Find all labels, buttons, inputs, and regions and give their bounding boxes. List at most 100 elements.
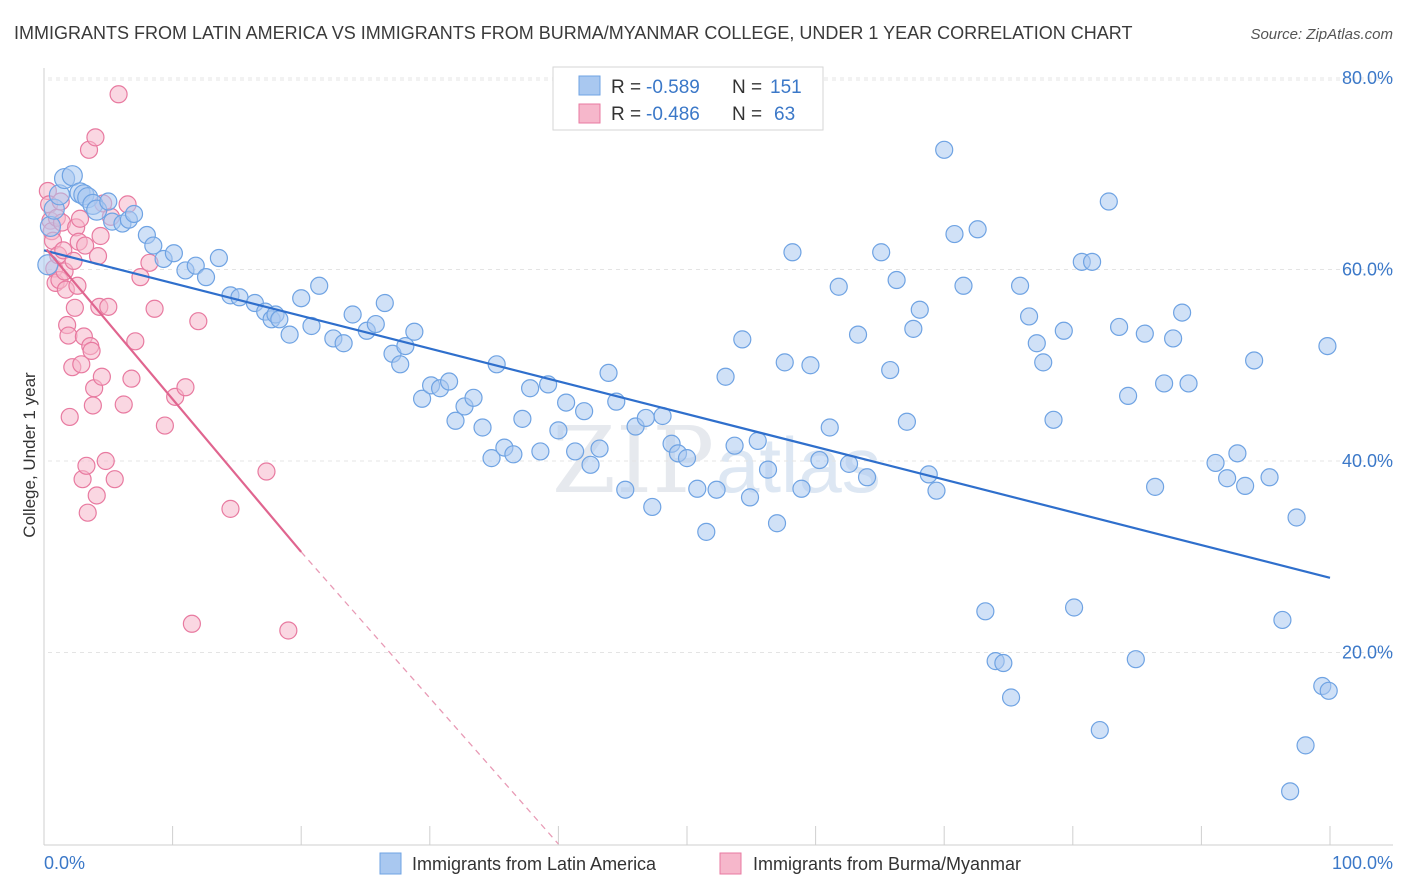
point-latin-america-62 [557, 393, 576, 412]
point-latin-america-57 [513, 409, 532, 428]
point-burma-myanmar-17 [60, 407, 79, 427]
point-latin-america-42 [391, 355, 410, 374]
point-latin-america-45 [412, 389, 432, 408]
point-burma-myanmar-20 [65, 298, 84, 317]
point-latin-america-36 [334, 334, 353, 353]
y-tick-labels: 20.0% 40.0% 60.0% 80.0% [1342, 68, 1393, 663]
y-tick-label-80: 80.0% [1342, 68, 1393, 88]
point-latin-america-92 [820, 418, 839, 437]
legend-r-value-1: -0.589 [646, 77, 700, 98]
point-latin-america-89 [792, 479, 811, 498]
point-latin-america-139 [1273, 610, 1292, 630]
point-latin-america-19 [164, 244, 183, 263]
point-latin-america-11 [99, 192, 118, 211]
point-latin-america-59 [531, 442, 550, 461]
series-burma-myanmar [38, 85, 298, 640]
point-latin-america-135 [1228, 444, 1247, 463]
point-latin-america-145 [1319, 681, 1338, 700]
point-latin-america-1 [39, 215, 62, 238]
legend-bottom-swatch-pink [719, 852, 742, 875]
point-latin-america-122 [1090, 720, 1109, 740]
point-latin-america-128 [1146, 477, 1165, 496]
point-latin-america-133 [1206, 453, 1225, 473]
point-burma-myanmar-54 [145, 299, 164, 318]
point-burma-myanmar-37 [87, 486, 106, 505]
point-burma-myanmar-50 [122, 369, 141, 388]
point-burma-myanmar-55 [155, 416, 174, 435]
series-latin-america [37, 140, 1338, 801]
point-burma-myanmar-30 [78, 503, 97, 522]
point-latin-america-98 [881, 360, 900, 380]
point-latin-america-136 [1236, 476, 1255, 495]
trendlines [43, 248, 1331, 845]
point-latin-america-129 [1155, 374, 1174, 393]
point-latin-america-99 [887, 270, 906, 290]
point-latin-america-104 [927, 481, 946, 500]
point-latin-america-112 [1001, 688, 1021, 707]
point-latin-america-48 [439, 372, 459, 391]
point-burma-myanmar-43 [96, 451, 115, 471]
point-latin-america-25 [230, 288, 249, 307]
point-latin-america-114 [1019, 307, 1039, 326]
point-burma-myanmar-62 [182, 614, 201, 633]
point-burma-myanmar-44 [99, 297, 118, 316]
point-latin-america-140 [1281, 782, 1300, 801]
point-latin-america-32 [292, 289, 311, 308]
legend-bottom-label-burma-myanmar: Immigrants from Burma/Myanmar [753, 854, 1021, 874]
point-latin-america-0 [37, 254, 59, 276]
point-latin-america-37 [343, 305, 362, 324]
point-latin-america-115 [1027, 334, 1046, 353]
point-burma-myanmar-34 [83, 396, 102, 415]
point-latin-america-124 [1109, 317, 1129, 337]
point-latin-america-118 [1054, 321, 1073, 340]
point-burma-myanmar-36 [86, 128, 105, 147]
point-latin-america-105 [935, 140, 954, 159]
point-burma-myanmar-60 [257, 462, 276, 481]
point-latin-america-107 [954, 276, 973, 295]
point-latin-america-51 [464, 388, 483, 407]
trendline-burma-myanmar [45, 248, 303, 553]
point-burma-myanmar-48 [114, 395, 133, 414]
y-axis-title: College, Under 1 year [20, 372, 39, 538]
point-burma-myanmar-57 [176, 378, 195, 397]
trendline-latin-america [43, 249, 1331, 579]
point-latin-america-102 [910, 300, 929, 319]
chart-title: IMMIGRANTS FROM LATIN AMERICA VS IMMIGRA… [14, 23, 1132, 43]
point-latin-america-100 [897, 412, 917, 431]
point-latin-america-117 [1044, 410, 1063, 429]
point-burma-myanmar-24 [70, 209, 90, 228]
point-burma-myanmar-41 [92, 367, 111, 386]
point-latin-america-93 [829, 277, 848, 296]
x-tick-label-max: 100.0% [1332, 853, 1393, 873]
point-latin-america-113 [1010, 276, 1030, 295]
point-latin-america-39 [366, 314, 385, 334]
point-latin-america-34 [310, 276, 329, 295]
point-latin-america-71 [636, 408, 655, 428]
point-latin-america-108 [968, 220, 987, 239]
legend-r-label-2: R = [611, 104, 641, 125]
gridlines [48, 77, 1393, 653]
point-latin-america-17 [144, 236, 163, 255]
legend-bottom-swatch-blue [379, 852, 402, 875]
point-latin-america-141 [1287, 508, 1306, 527]
point-latin-america-90 [801, 356, 820, 375]
point-burma-myanmar-58 [189, 312, 208, 331]
point-latin-america-31 [280, 325, 299, 344]
legend-r-value-2: -0.486 [646, 104, 700, 125]
point-burma-myanmar-59 [221, 499, 240, 518]
legend-n-label-2: N = [732, 104, 762, 125]
point-latin-america-109 [976, 602, 995, 621]
point-latin-america-40 [375, 293, 394, 313]
legend-swatch-pink [578, 103, 601, 124]
y-tick-label-20: 20.0% [1342, 643, 1393, 663]
point-latin-america-121 [1082, 252, 1102, 271]
point-burma-myanmar-61 [279, 621, 298, 640]
legend-n-label-1: N = [732, 77, 762, 98]
point-latin-america-23 [209, 248, 228, 268]
point-latin-america-15 [124, 204, 144, 224]
point-latin-america-119 [1064, 598, 1084, 617]
point-latin-america-101 [904, 319, 923, 338]
point-latin-america-77 [688, 479, 707, 498]
point-burma-myanmar-51 [126, 332, 145, 351]
